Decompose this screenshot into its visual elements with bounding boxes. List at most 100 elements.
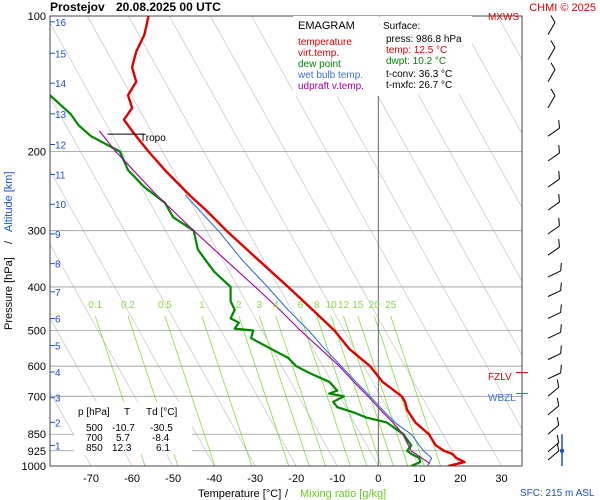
y-axis-title-altitude: Altitude [km]: [3, 171, 15, 232]
wind-barb-flag: [560, 324, 562, 333]
wind-barb-flag: [556, 442, 560, 452]
table-cell: 500: [86, 423, 103, 434]
mixing-ratio-label: 25: [385, 300, 397, 311]
surface-tmxfc: t-mxfc: 26.7 °C: [386, 80, 452, 91]
pressure-tick-label: 700: [28, 391, 46, 403]
mixing-ratio-label: 8: [314, 300, 320, 311]
series-line-dew-point: [50, 94, 422, 466]
wind-barb-flag: [550, 40, 556, 48]
wind-barb-flag: [556, 417, 560, 426]
wind-barb: [547, 379, 560, 397]
mixing-ratio-label: 10: [326, 300, 338, 311]
table-cell: 12.3: [112, 443, 132, 454]
wind-barb-shaft: [547, 386, 560, 397]
mixing-ratio-label: 20: [369, 300, 381, 311]
altitude-tick-label: 2: [55, 418, 61, 429]
wind-barb-shaft: [547, 152, 560, 162]
adiabat-line: [50, 169, 215, 466]
temperature-tick-label: -60: [124, 473, 140, 485]
mixing-ratio-label: 15: [352, 300, 364, 311]
wind-barb-shaft: [547, 312, 561, 319]
mixing-ratio-line: [299, 315, 351, 466]
pressure-tick-label: 1000: [22, 461, 46, 473]
wind-barb-shaft: [547, 450, 560, 461]
pressure-tick-label: 500: [28, 326, 46, 338]
wind-barb-flag: [558, 120, 560, 129]
wind-barb-flag: [550, 88, 556, 97]
x-axis-title-temp: Temperature [°C]: [198, 488, 281, 500]
pressure-tick-label: 100: [28, 11, 46, 23]
temperature-tick-label: -30: [247, 473, 263, 485]
wind-barb-shaft: [547, 127, 560, 137]
pressure-tick-label: 200: [28, 146, 46, 158]
mixing-ratio-label: 0.2: [121, 300, 135, 311]
wind-barb-shaft: [547, 22, 556, 35]
altitude-tick-label: 9: [55, 230, 61, 241]
table-cell: -30.5: [150, 423, 173, 434]
mixing-ratio-label: 4: [273, 300, 279, 311]
temperature-tick-label: -40: [206, 473, 222, 485]
mixing-ratio-line: [357, 315, 409, 466]
mixing-ratio-line: [238, 315, 290, 466]
surface-info-box: Surface: press: 986.8 hPa temp: 12.5 °C …: [380, 16, 472, 94]
surface-title: Surface:: [383, 21, 420, 32]
surface-dwpt: dwpt: 10.2 °C: [386, 56, 446, 67]
legend-background: [293, 16, 379, 96]
legend-item-wet-bulb: wet bulb temp.: [297, 70, 363, 81]
credit-label: CHMI © 2025: [529, 2, 596, 14]
wind-barb: [547, 193, 560, 211]
adiabat-line: [50, 317, 133, 466]
mixing-ratio-line: [164, 315, 216, 466]
wind-barb-flag: [558, 170, 560, 180]
wind-barb-flag: [560, 364, 562, 373]
wind-barb-flag: [558, 217, 560, 226]
wind-barb-shaft: [547, 225, 560, 235]
y-axis-title-sep: /: [3, 240, 15, 244]
mixing-ratio-label: 0.1: [88, 300, 102, 311]
surface-background: [380, 16, 472, 94]
wind-barb-flag: [556, 379, 560, 388]
wind-barb: [547, 170, 560, 188]
table-cell: 700: [86, 433, 103, 444]
wind-barb-shaft: [547, 69, 556, 83]
temperature-tick-label: -20: [288, 473, 304, 485]
pressure-tick-label: 400: [28, 282, 46, 294]
altitude-tick-label: 3: [55, 394, 61, 405]
wind-barb-flag: [558, 193, 560, 203]
wind-barb: [547, 345, 562, 360]
wbzl-label: WBZL: [488, 393, 516, 404]
altitude-tick-label: 11: [55, 170, 66, 181]
wind-barb: [547, 40, 556, 60]
wind-barb-flag: [556, 434, 560, 443]
adiabat-line: [169, 16, 420, 466]
pressure-tick-label: 300: [28, 226, 46, 238]
adiabat-line: [456, 16, 522, 135]
altitude-tick-label: 12: [55, 141, 67, 152]
wind-barb: [547, 239, 560, 256]
table-header-p: p [hPa]: [78, 407, 110, 418]
wind-barb-shaft: [547, 95, 556, 109]
pressure-tick-label: 850: [28, 429, 46, 441]
table-cell: 850: [86, 443, 103, 454]
table-cell: 6.1: [156, 443, 170, 454]
wind-barb: [547, 217, 560, 235]
altitude-tick-label: 7: [55, 288, 61, 299]
wind-barb: [547, 15, 556, 35]
tropopause-label: Tropo: [140, 133, 166, 144]
wind-barb-flag: [558, 144, 560, 154]
mixing-ratio-line: [316, 315, 368, 466]
wind-barb: [547, 397, 560, 416]
pressure-tick-label: 600: [28, 361, 46, 373]
mixing-ratio-line: [201, 315, 253, 466]
wind-barb-flag: [556, 397, 560, 406]
altitude-tick-label: 1: [55, 441, 61, 452]
legend-box: EMAGRAM temperature virt.temp. dew point…: [293, 16, 379, 96]
table-cell: 5.7: [116, 433, 130, 444]
altitude-tick-label: 8: [55, 260, 61, 271]
series-line-temperature: [122, 16, 466, 466]
wind-barb: [547, 144, 560, 162]
mixing-ratio-label: 2: [236, 300, 242, 311]
wind-barb-shaft: [547, 405, 560, 416]
mixing-ratio-label: 1: [199, 300, 205, 311]
